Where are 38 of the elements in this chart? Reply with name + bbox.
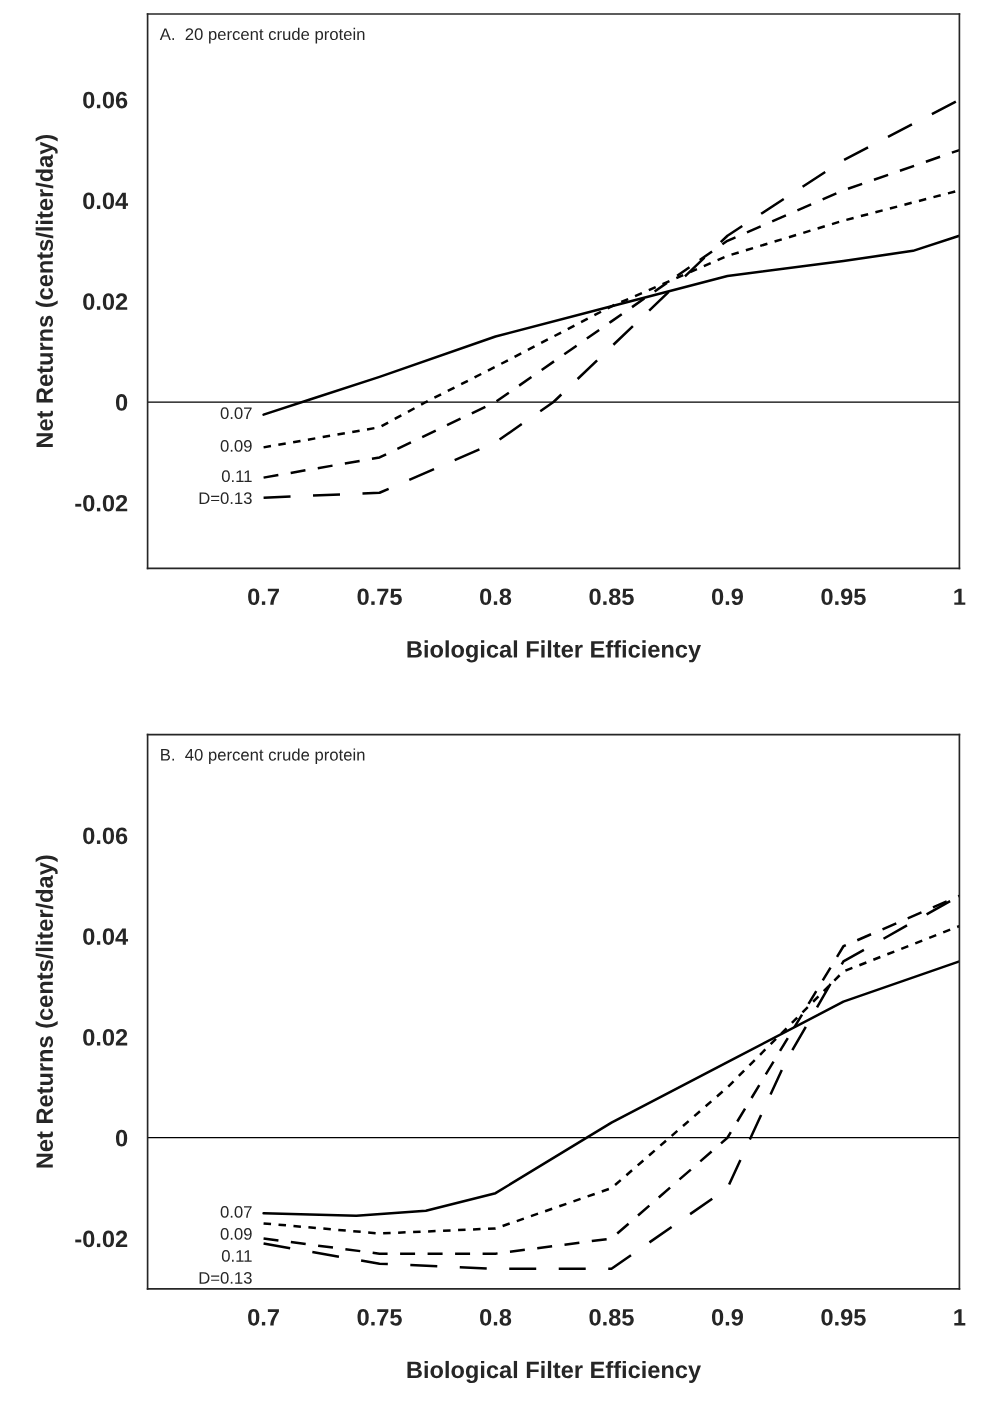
series-label: 0.11 bbox=[221, 470, 252, 483]
y-tick-label: 0.06 bbox=[83, 91, 128, 109]
x-tick-label: 0.85 bbox=[589, 588, 634, 606]
series-label: 0.07 bbox=[220, 407, 252, 420]
x-tick-label: 0.95 bbox=[821, 588, 866, 606]
x-tick-label: 0.9 bbox=[711, 1308, 743, 1326]
series-label: 0.11 bbox=[221, 1250, 252, 1262]
x-axis-title: Biological Filter Efficiency bbox=[407, 640, 701, 663]
x-tick-label: 1 bbox=[954, 1309, 966, 1326]
series-label: 0.07 bbox=[220, 1206, 252, 1218]
y-tick-label: 0.04 bbox=[83, 928, 129, 945]
x-tick-label: 0.8 bbox=[480, 1308, 512, 1326]
y-tick-label: 0.04 bbox=[83, 192, 129, 210]
series-label: 0.09 bbox=[220, 440, 252, 452]
y-tick-label: 0.06 bbox=[83, 827, 128, 845]
series-label: D=0.13 bbox=[199, 492, 252, 505]
x-tick-label: 0.75 bbox=[357, 1308, 402, 1326]
x-axis-title: Biological Filter Efficiency bbox=[407, 1360, 701, 1384]
x-tick-label: 0.9 bbox=[711, 588, 743, 606]
text: B. 40 percent crude protein bbox=[161, 748, 365, 765]
x-tick-label: 0.7 bbox=[248, 1308, 279, 1326]
y-tick-label: 0 bbox=[115, 1129, 128, 1147]
x-tick-label: 0.8 bbox=[480, 588, 512, 606]
x-tick-label: 0.95 bbox=[821, 1308, 866, 1326]
y-tick-label: -0.02 bbox=[75, 494, 128, 512]
y-tick-label: -0.02 bbox=[75, 1230, 128, 1248]
series-label: 0.09 bbox=[220, 1228, 252, 1240]
y-axis-title: Net Returns (cents/liter/day) bbox=[35, 134, 58, 448]
y-tick-label: 0 bbox=[115, 394, 128, 411]
x-tick-label: 1 bbox=[954, 588, 966, 605]
x-tick-label: 0.7 bbox=[248, 588, 279, 606]
x-tick-label: 0.75 bbox=[357, 588, 402, 606]
series-label: D=0.13 bbox=[199, 1272, 252, 1284]
y-tick-label: 0.02 bbox=[83, 1029, 128, 1046]
y-tick-label: 0.02 bbox=[83, 293, 128, 311]
y-axis-title: Net Returns (cents/liter/day) bbox=[35, 855, 58, 1168]
text: A. 20 percent crude protein bbox=[159, 27, 365, 44]
x-tick-label: 0.85 bbox=[589, 1308, 634, 1326]
